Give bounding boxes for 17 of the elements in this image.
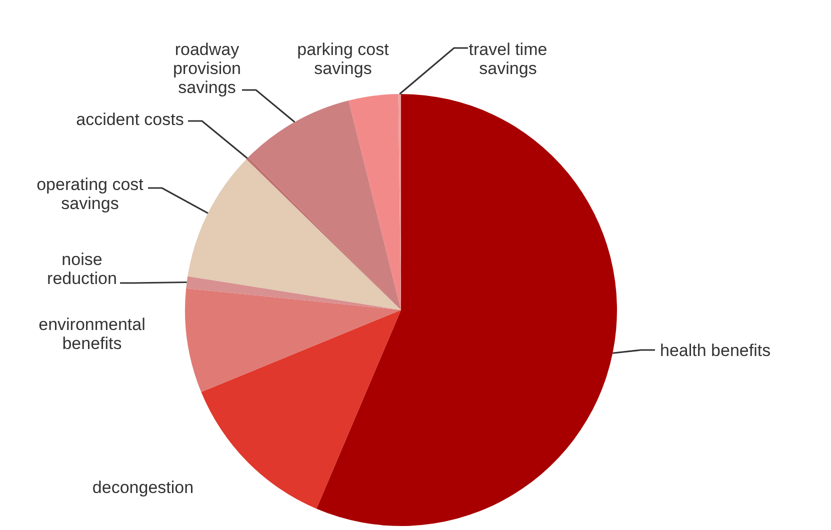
pie-slice [188, 159, 401, 310]
slice-label: noise reduction [47, 250, 117, 288]
pie-slice [248, 100, 401, 310]
slice-label: accident costs [76, 110, 184, 129]
slice-label: health benefits [660, 341, 771, 360]
slice-label: decongestion [92, 478, 194, 497]
slice-label: environmental benefits [38, 315, 146, 353]
slice-label: roadway provision savings [172, 40, 242, 97]
pie-slice [316, 94, 617, 526]
slice-label: parking cost savings [297, 40, 390, 78]
pie-slice [348, 94, 401, 310]
slice-label: operating cost savings [36, 175, 144, 213]
slice-label: travel time savings [468, 40, 548, 78]
pie-slice [185, 288, 401, 392]
pie-slice [246, 157, 401, 310]
pie-slice [201, 310, 401, 509]
pie-slice [186, 276, 401, 310]
